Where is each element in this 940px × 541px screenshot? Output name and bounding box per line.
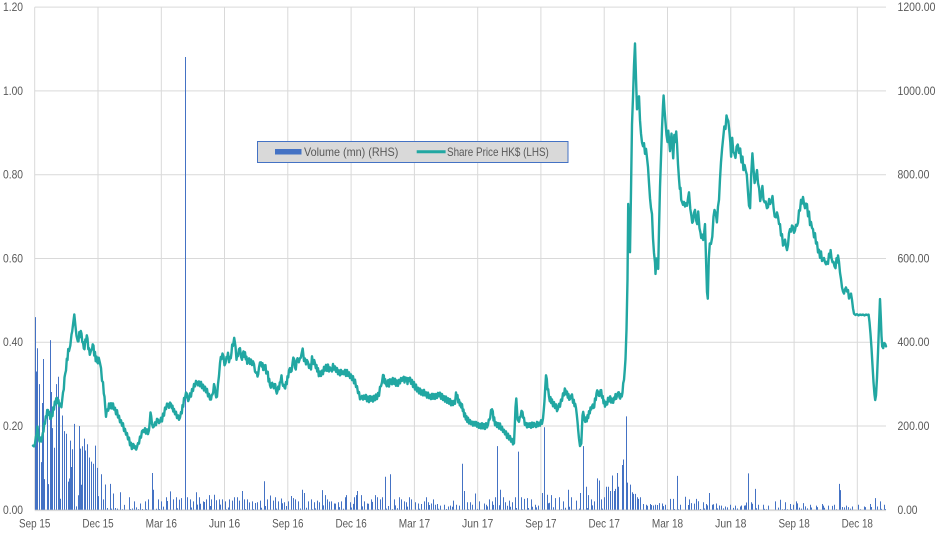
svg-text:0.40: 0.40 — [3, 336, 23, 349]
svg-text:0.60: 0.60 — [3, 253, 23, 266]
svg-text:0.80: 0.80 — [3, 169, 23, 182]
svg-text:1.00: 1.00 — [3, 85, 23, 98]
svg-text:Dec 16: Dec 16 — [335, 518, 366, 531]
svg-text:600.00: 600.00 — [898, 253, 930, 266]
svg-text:Sep 15: Sep 15 — [19, 518, 51, 531]
svg-text:400.00: 400.00 — [898, 336, 930, 349]
svg-text:Jun 18: Jun 18 — [715, 518, 746, 531]
svg-text:0.00: 0.00 — [3, 504, 23, 517]
svg-text:0.20: 0.20 — [3, 420, 23, 433]
svg-text:Volume (mn) (RHS): Volume (mn) (RHS) — [304, 146, 398, 159]
svg-text:1.20: 1.20 — [3, 1, 23, 14]
svg-text:Sep 17: Sep 17 — [525, 518, 556, 531]
svg-text:Sep 18: Sep 18 — [778, 518, 809, 531]
svg-text:Dec 18: Dec 18 — [842, 518, 873, 531]
svg-text:0.00: 0.00 — [898, 504, 918, 517]
svg-text:Sep 16: Sep 16 — [272, 518, 303, 531]
svg-text:Mar 17: Mar 17 — [399, 518, 430, 531]
svg-text:200.00: 200.00 — [898, 420, 930, 433]
svg-text:Dec 15: Dec 15 — [82, 518, 114, 531]
svg-text:Jun 16: Jun 16 — [209, 518, 240, 531]
svg-text:800.00: 800.00 — [898, 169, 930, 182]
svg-text:1200.00: 1200.00 — [898, 1, 936, 14]
svg-text:1000.00: 1000.00 — [898, 85, 936, 98]
svg-text:Jun 17: Jun 17 — [462, 518, 493, 531]
svg-text:Dec 17: Dec 17 — [589, 518, 620, 531]
svg-text:Mar 18: Mar 18 — [652, 518, 683, 531]
svg-text:Mar 16: Mar 16 — [146, 518, 177, 531]
svg-text:Share Price HK$ (LHS): Share Price HK$ (LHS) — [447, 146, 549, 159]
